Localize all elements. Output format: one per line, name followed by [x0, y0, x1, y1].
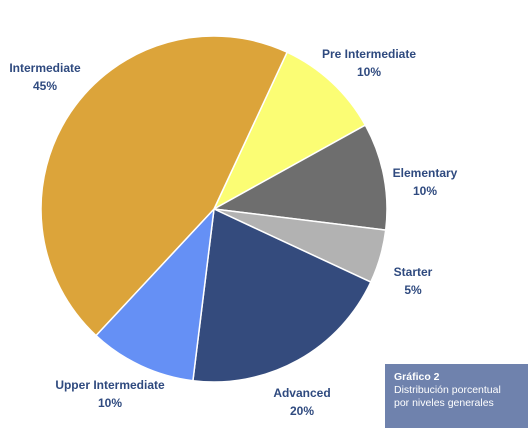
slice-value-intermediate: 45% [33, 79, 57, 93]
slice-value-advanced: 20% [290, 404, 314, 418]
pie-labels: Pre Intermediate 10% Elementary 10% Starter 5… [9, 47, 457, 418]
slice-label-intermediate: Intermediate [9, 61, 81, 75]
pie-slice-advanced [192, 208, 372, 383]
caption-title: Gráfico 2 [394, 371, 440, 383]
slice-label-pre-intermediate: Pre Intermediate [322, 47, 416, 61]
pie-slice-pre-intermediate [213, 51, 367, 210]
slice-value-upper-intermediate: 10% [98, 396, 122, 410]
chart-caption: Gráfico 2 Distribución porcentual por ni… [385, 364, 528, 428]
slice-label-advanced: Advanced [273, 386, 330, 400]
pie-slice-elementary [213, 124, 388, 231]
caption-line-1: Distribución porcentual [394, 384, 501, 396]
slice-label-elementary: Elementary [393, 166, 458, 180]
pie-slices [40, 35, 388, 383]
pie-slice-upper-intermediate [95, 208, 215, 382]
slice-value-elementary: 10% [413, 184, 437, 198]
slice-value-pre-intermediate: 10% [357, 65, 381, 79]
caption-line-2: por niveles generales [394, 397, 494, 409]
slice-label-upper-intermediate: Upper Intermediate [55, 378, 165, 392]
slice-label-starter: Starter [394, 265, 433, 279]
slice-value-starter: 5% [404, 283, 422, 297]
pie-slice-intermediate [40, 35, 288, 337]
